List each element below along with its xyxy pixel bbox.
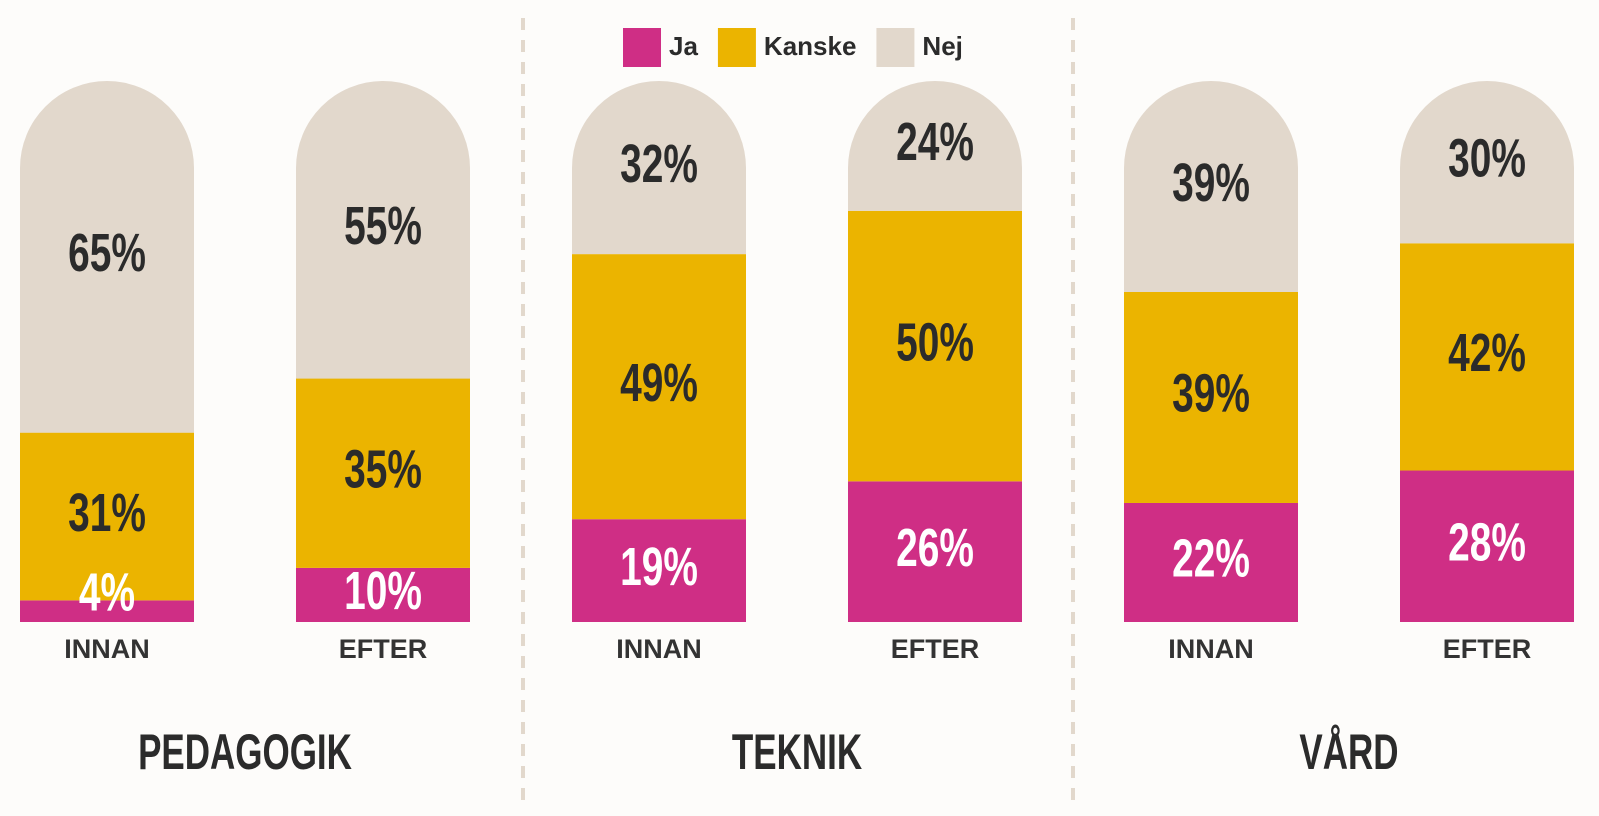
bar-stack bbox=[1400, 81, 1574, 622]
value-label: 39% bbox=[1172, 151, 1250, 212]
bar-segment bbox=[848, 210, 1022, 482]
legend-label: Ja bbox=[669, 31, 698, 61]
legend-label: Kanske bbox=[764, 31, 857, 61]
x-tick-label: INNAN bbox=[64, 634, 150, 664]
value-label: 19% bbox=[620, 536, 698, 597]
bar-segment bbox=[848, 481, 1022, 622]
bar-segment bbox=[20, 432, 194, 601]
bar-segment bbox=[1400, 470, 1574, 622]
bar-segment bbox=[20, 81, 194, 433]
bar-segment bbox=[296, 378, 470, 568]
bar-segment bbox=[572, 81, 746, 255]
bar-segment bbox=[1400, 81, 1574, 244]
bar-segment bbox=[1124, 81, 1298, 292]
bar-segment bbox=[1124, 502, 1298, 622]
value-label: 26% bbox=[896, 517, 974, 578]
group-title: PEDAGOGIK bbox=[138, 725, 352, 781]
bar-segment bbox=[20, 600, 194, 622]
value-label: 50% bbox=[896, 311, 974, 372]
bar-segment bbox=[296, 567, 470, 622]
value-label: 4% bbox=[79, 561, 135, 622]
value-label: 31% bbox=[68, 481, 146, 542]
bar-stack bbox=[572, 81, 746, 622]
bar-stack bbox=[1124, 81, 1298, 622]
legend-swatch bbox=[876, 28, 915, 67]
value-label: 10% bbox=[344, 560, 422, 621]
value-label: 28% bbox=[1448, 511, 1526, 572]
x-tick-label: EFTER bbox=[1443, 634, 1532, 664]
bar-segment bbox=[1124, 291, 1298, 503]
x-tick-label: EFTER bbox=[891, 634, 980, 664]
x-tick-label: INNAN bbox=[1168, 634, 1254, 664]
legend-swatch bbox=[717, 28, 756, 67]
bar-segment bbox=[572, 519, 746, 622]
x-tick-label: EFTER bbox=[339, 634, 428, 664]
value-label: 35% bbox=[344, 438, 422, 499]
value-label: 65% bbox=[68, 222, 146, 283]
value-label: 30% bbox=[1448, 127, 1526, 188]
legend-swatch bbox=[623, 28, 661, 67]
value-label: 42% bbox=[1448, 322, 1526, 383]
bar-stack bbox=[848, 81, 1022, 622]
value-label: 32% bbox=[620, 132, 698, 193]
bar-stack bbox=[296, 81, 470, 622]
group-title: VÅRD bbox=[1299, 725, 1398, 781]
group-title: TEKNIK bbox=[732, 725, 862, 781]
value-label: 55% bbox=[344, 195, 422, 256]
value-label: 24% bbox=[896, 111, 974, 172]
bar-stack bbox=[20, 81, 194, 622]
value-label: 49% bbox=[620, 352, 698, 413]
legend-label: Nej bbox=[922, 31, 962, 61]
bar-segment bbox=[296, 81, 470, 379]
value-label: 22% bbox=[1172, 527, 1250, 588]
x-tick-label: INNAN bbox=[616, 634, 702, 664]
value-label: 39% bbox=[1172, 362, 1250, 423]
bar-segment bbox=[572, 254, 746, 520]
bar-segment bbox=[1400, 243, 1574, 471]
